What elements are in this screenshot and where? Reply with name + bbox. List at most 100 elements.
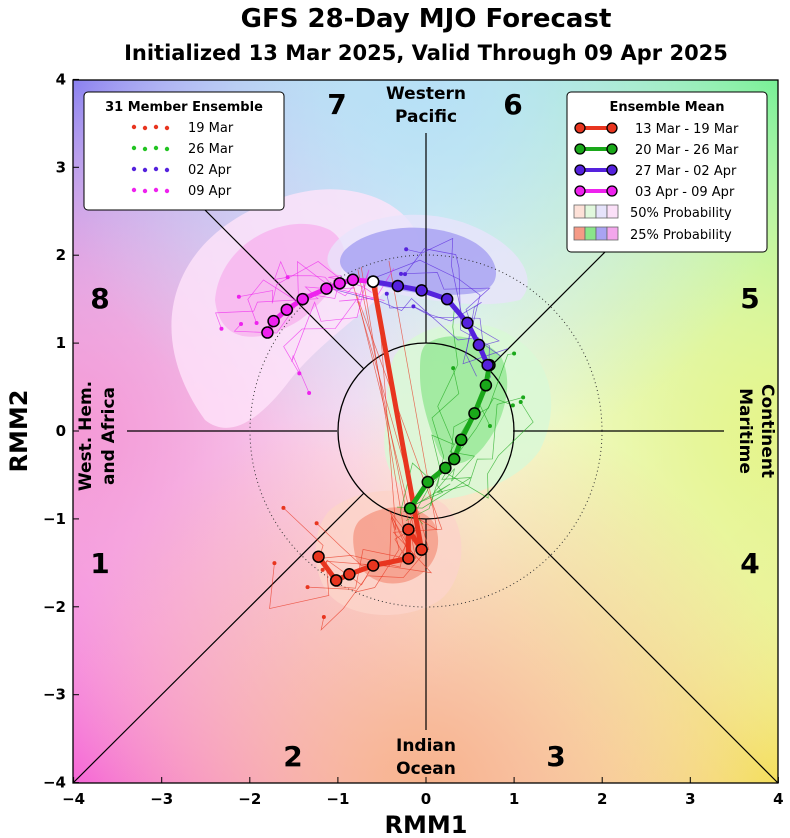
member-track [406, 237, 500, 346]
legend-left-entry: 09 Apr [131, 184, 232, 199]
ensemble-mean-series [261, 273, 496, 587]
series-point [267, 314, 280, 328]
legend-marker [606, 122, 618, 134]
chart-subtitle: Initialized 13 Mar 2025, Valid Through 0… [124, 41, 728, 65]
series-point [454, 433, 468, 447]
legend-dot [142, 146, 148, 152]
legend-right-entry: 03 Apr - 09 Apr [574, 185, 735, 200]
series-point [461, 316, 474, 330]
y-tick-label: 0 [56, 422, 66, 440]
legend-dot [164, 188, 170, 194]
legend-dot [153, 124, 159, 130]
y-tick-label: −4 [43, 774, 66, 792]
phase-label-4: 4 [740, 547, 759, 580]
member-endpoint [399, 271, 404, 276]
series-point [439, 461, 452, 475]
legend-dot [131, 166, 137, 172]
legend-marker [606, 164, 618, 176]
member-track [327, 287, 492, 378]
member-endpoint [219, 326, 224, 331]
series-point [415, 284, 428, 297]
legend-left-box [83, 91, 285, 211]
phase-label-7: 7 [327, 88, 346, 121]
member-endpoint [512, 351, 517, 356]
legend-dot [153, 187, 159, 193]
legend-dot [131, 145, 137, 151]
series-point [329, 574, 343, 587]
series-point [366, 559, 380, 572]
prob50-swatch [573, 204, 619, 219]
member-track [238, 261, 372, 304]
prob50-label: 50% Probability [630, 206, 732, 221]
series-1 [312, 281, 428, 587]
y-axis-label: RMM2 [5, 390, 33, 473]
series-point [440, 292, 454, 306]
member-endpoint [305, 585, 310, 590]
prob25-label: 25% Probability [630, 228, 732, 243]
member-track [215, 286, 385, 329]
series-point [391, 279, 405, 293]
legend-marker [574, 185, 586, 197]
phase-number-labels: 1 2 3 4 5 6 7 8 [90, 88, 759, 773]
legend-marker [574, 122, 586, 134]
member-endpoint [285, 275, 290, 280]
legend-right-title: Ensemble Mean [609, 100, 724, 115]
legend-right-entries: 13 Mar - 19 Mar 20 Mar - 26 Mar 27 Mar - 0… [574, 122, 739, 200]
member-track [322, 301, 443, 586]
region-label-western: Western [386, 84, 466, 104]
legend-dot [164, 167, 170, 173]
legend-dot [131, 124, 137, 130]
series-point [472, 338, 486, 352]
legend-right-entry: 27 Mar - 02 Apr [574, 164, 737, 179]
y-tick-label: −3 [43, 686, 66, 704]
legend-dot [153, 145, 159, 151]
member-track [269, 284, 397, 610]
series-point [468, 407, 481, 420]
series-point [403, 502, 417, 515]
legend-left-entry: 19 Mar [131, 121, 234, 136]
region-label-ocean: Ocean [396, 759, 456, 779]
member-endpoint [320, 567, 325, 572]
x-tick-label: −3 [150, 790, 173, 808]
y-tick-label: 3 [56, 158, 66, 176]
legend-dot [164, 125, 170, 131]
series-point [346, 273, 360, 287]
legend-left-entries: 19 Mar 26 Mar 02 Apr 09 Apr [131, 121, 234, 199]
legend-left-title: 31 Member Ensemble [105, 100, 263, 115]
prob25-swatch [573, 226, 619, 241]
series-point [481, 358, 494, 372]
y-tick-label: 4 [56, 70, 66, 88]
member-endpoint [404, 247, 409, 252]
series-point [320, 282, 333, 295]
series-point [479, 379, 493, 392]
member-endpoint [321, 615, 326, 620]
chart-title: GFS 28-Day MJO Forecast [241, 4, 612, 34]
legend-right-label: 03 Apr - 09 Apr [635, 185, 735, 200]
legend-right-label: 27 Mar - 02 Apr [635, 164, 737, 179]
phase-label-8: 8 [90, 282, 109, 315]
x-tick-label: 2 [597, 790, 607, 808]
legend-right-label: 20 Mar - 26 Mar [635, 143, 739, 158]
legend-right-entry: 20 Mar - 26 Mar [574, 143, 739, 158]
member-track [413, 302, 482, 377]
x-axis-ticks: −4 −3 −2 −1 0 1 2 3 4 [62, 777, 784, 808]
legend-right-label: 13 Mar - 19 Mar [635, 122, 739, 137]
series-point [280, 303, 294, 316]
legend-left-label: 09 Apr [188, 184, 232, 199]
legend-marker [606, 185, 618, 197]
series-point [333, 277, 346, 290]
legend-dot [153, 166, 159, 172]
legend-ensemble-mean: Ensemble Mean 13 Mar - 19 Mar 20 Mar - 26… [566, 91, 768, 253]
x-axis-label: RMM1 [385, 811, 468, 838]
phase-label-5: 5 [740, 282, 759, 315]
member-endpoint [403, 272, 408, 277]
x-tick-label: 4 [773, 790, 783, 808]
member-endpoint [451, 366, 456, 371]
x-tick-label: 1 [509, 790, 519, 808]
legend-dot [164, 146, 170, 152]
start-point [366, 275, 380, 288]
series-point [312, 550, 325, 563]
y-tick-label: 2 [56, 246, 66, 264]
y-axis-ticks: −4 −3 −2 −1 0 1 2 3 4 [43, 70, 79, 792]
x-tick-label: −4 [62, 790, 85, 808]
